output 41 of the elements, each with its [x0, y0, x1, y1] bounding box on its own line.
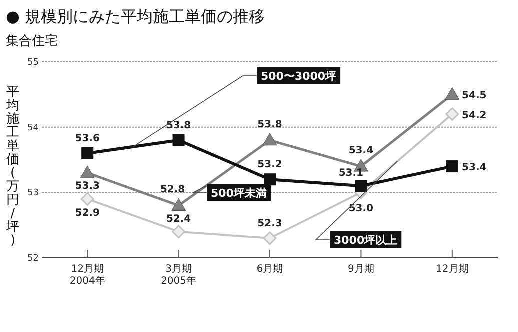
- data-label: 53.1: [338, 168, 364, 180]
- point: [172, 198, 186, 211]
- chart-title: ● 規模別にみた平均施工単価の推移: [6, 7, 266, 26]
- point: [355, 180, 368, 192]
- x-tick-label: 6月期: [256, 263, 284, 275]
- data-label: 53.8: [166, 120, 192, 132]
- y-tick-label: 53: [28, 188, 39, 199]
- point: [172, 134, 185, 146]
- point: [445, 87, 460, 100]
- series-label: 500坪未満: [211, 187, 267, 200]
- data-label: 53.0: [348, 204, 374, 215]
- data-label: 54.2: [462, 110, 487, 122]
- data-label: 53.4: [348, 146, 374, 157]
- data-label: 52.8: [160, 184, 186, 196]
- data-label: 53.8: [258, 119, 282, 130]
- point: [262, 133, 278, 146]
- data-label: 53.6: [75, 133, 100, 144]
- point: [80, 166, 95, 178]
- data-label: 53.3: [75, 181, 100, 192]
- data-label: 53.2: [258, 160, 282, 171]
- x-tick-label: 9月期: [348, 263, 374, 275]
- data-label: 52.4: [166, 214, 192, 225]
- point: [264, 174, 276, 186]
- data-label: 52.3: [258, 218, 282, 230]
- point: [446, 160, 458, 173]
- data-label: 53.4: [462, 162, 487, 174]
- y-tick-label: 55: [28, 58, 39, 68]
- text: 平均施工単価(万円/坪): [6, 85, 20, 248]
- chart-subtitle: 集合住宅: [6, 33, 58, 49]
- x-tick-label: 12月期 2004年: [70, 263, 106, 287]
- x-tick-label: 3月期 2005年: [161, 263, 197, 287]
- data-label: 52.9: [75, 208, 100, 220]
- x-tick-label: 12月期: [436, 263, 469, 275]
- data-label: 54.5: [462, 90, 487, 102]
- y-tick-label: 54: [28, 123, 40, 134]
- point: [172, 225, 186, 239]
- point: [82, 147, 94, 160]
- point: [446, 108, 460, 122]
- point: [263, 232, 277, 246]
- y-tick-label: 52: [28, 254, 39, 264]
- point: [80, 192, 94, 206]
